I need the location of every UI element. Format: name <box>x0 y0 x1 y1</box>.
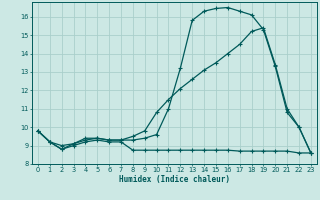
X-axis label: Humidex (Indice chaleur): Humidex (Indice chaleur) <box>119 175 230 184</box>
